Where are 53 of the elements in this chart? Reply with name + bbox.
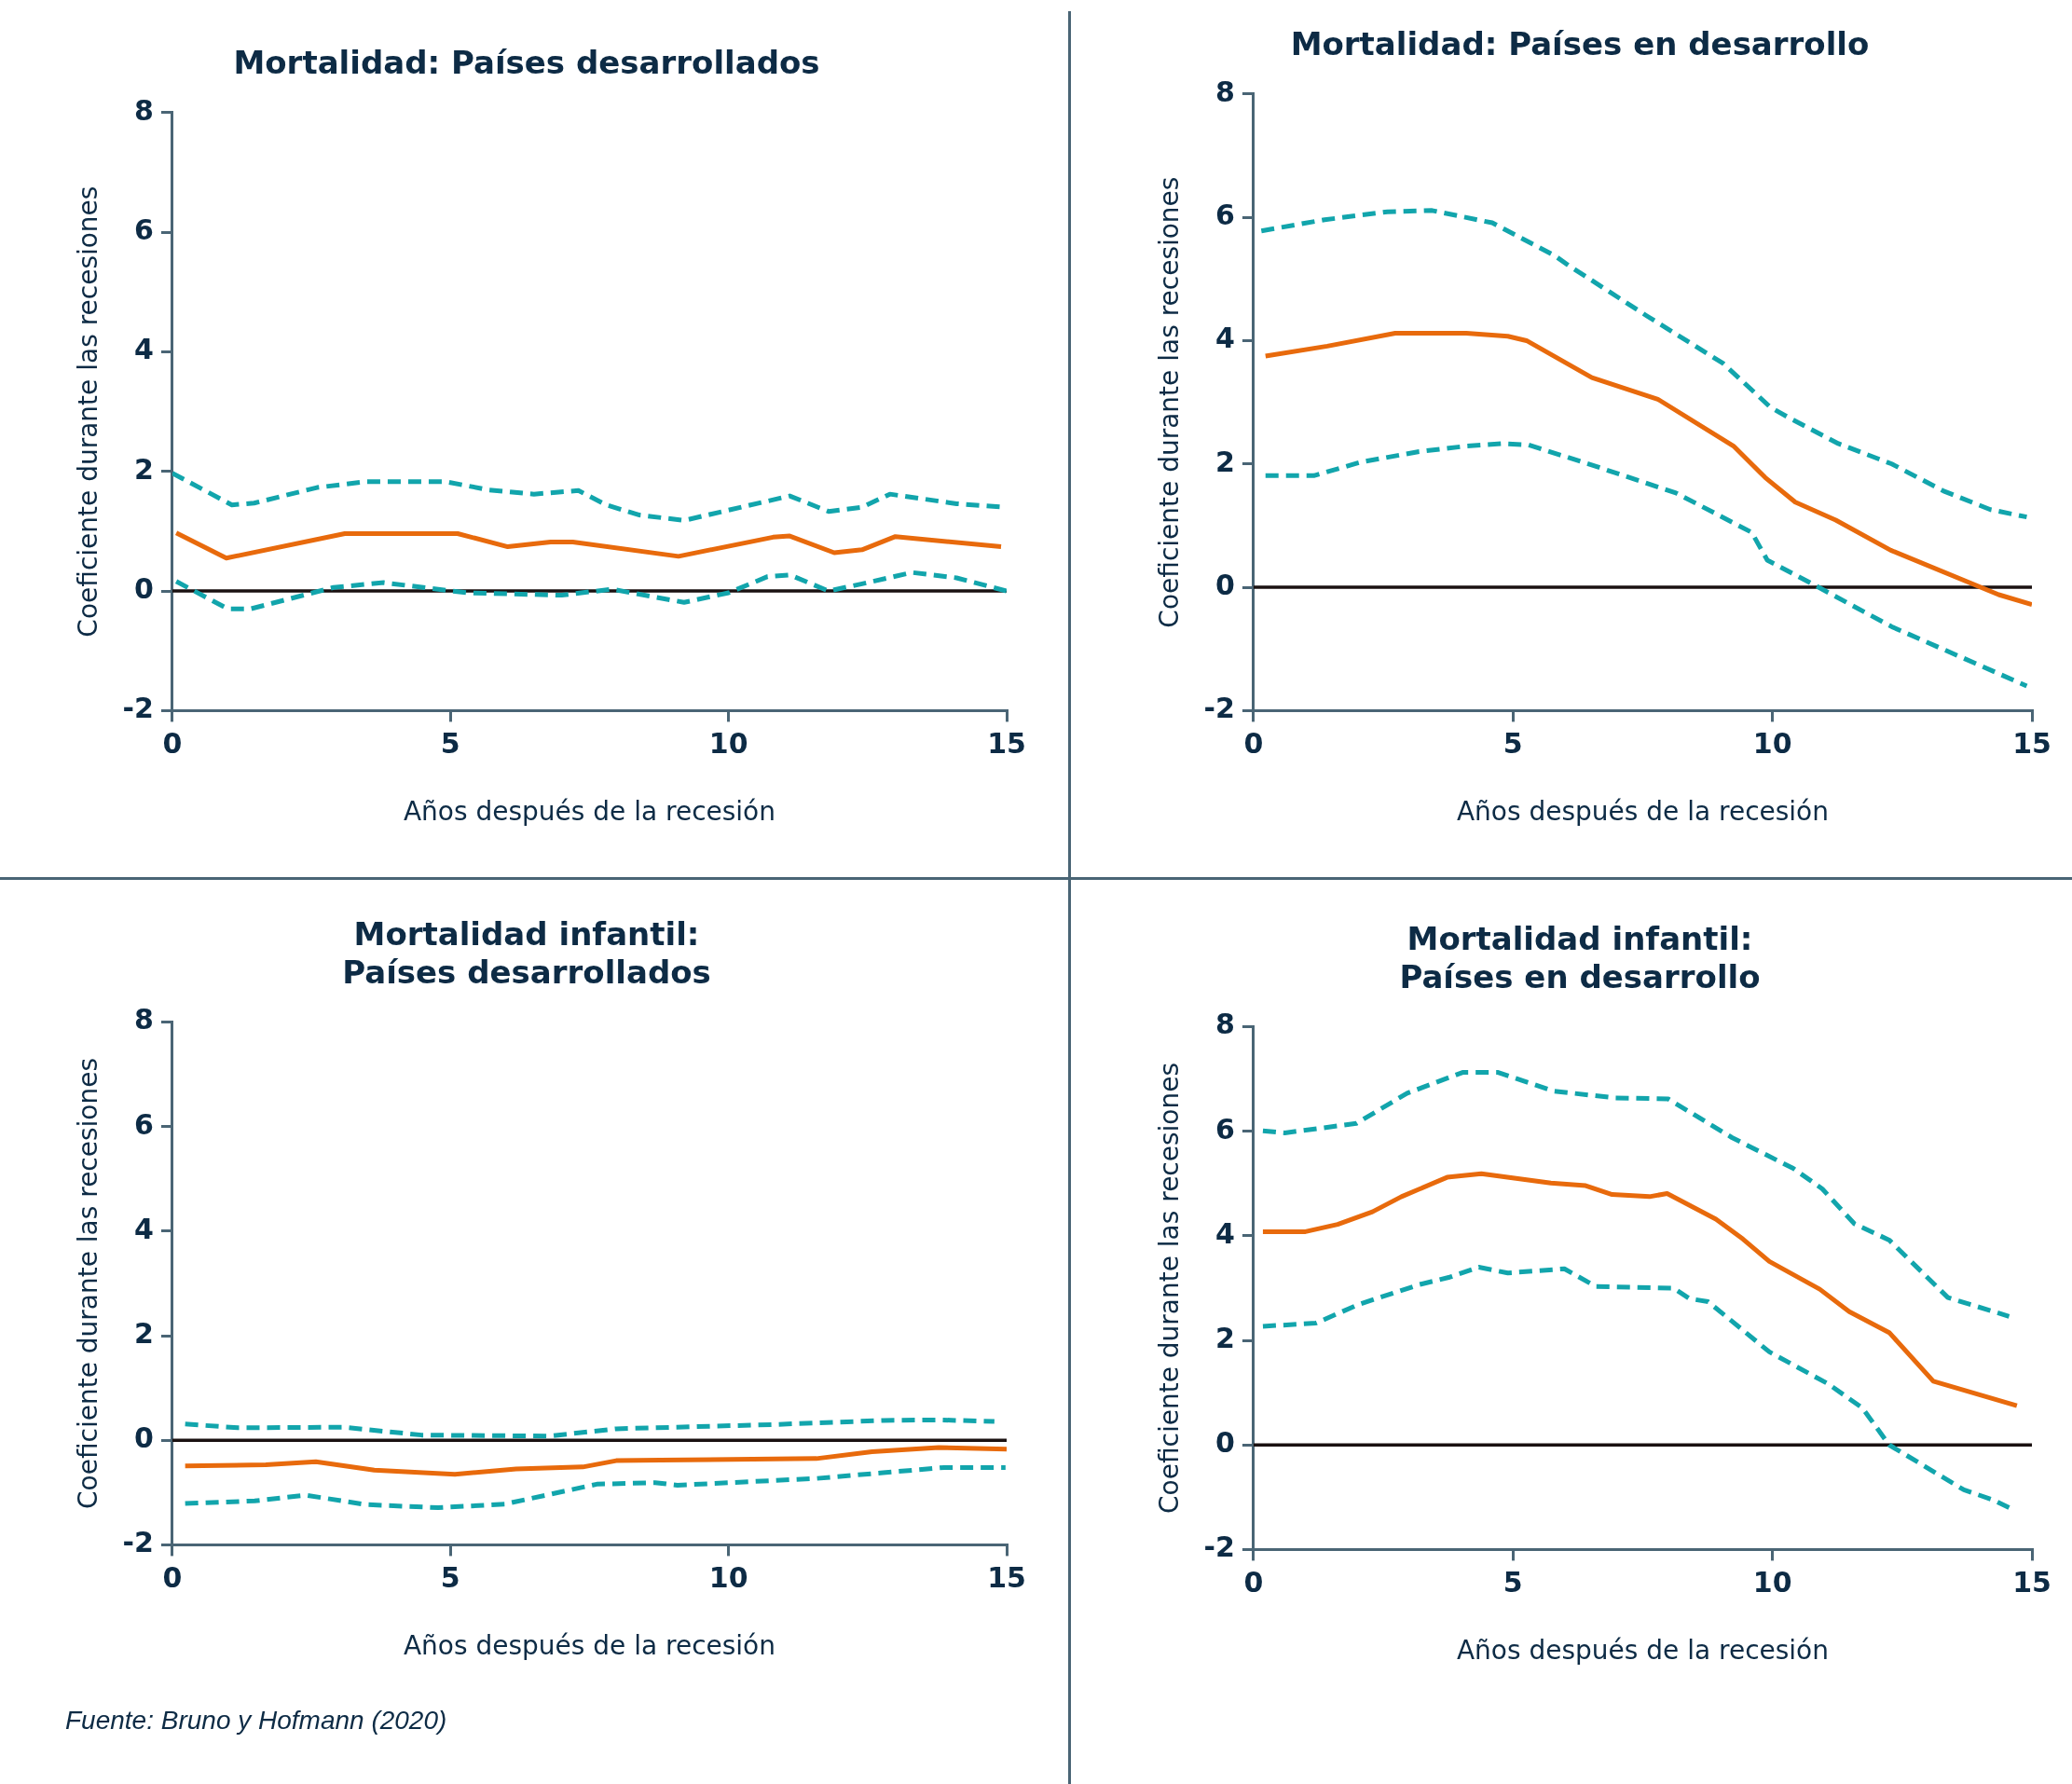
x-tick-label: 15 <box>2012 1566 2051 1599</box>
y-axis-title: Coeficiente durante las recesiones <box>73 185 104 638</box>
x-tick-label: 15 <box>987 1561 1026 1595</box>
y-axis-title: Coeficiente durante las recesiones <box>1154 176 1186 628</box>
x-tick-label: 15 <box>2012 727 2051 761</box>
y-tick-label: 6 <box>134 1107 154 1141</box>
x-tick-label: 5 <box>1503 727 1523 761</box>
y-tick-label: -2 <box>122 1526 154 1559</box>
y-tick-label: -2 <box>1203 1530 1235 1564</box>
chart-title: Mortalidad infantil: Países desarrollados <box>342 915 711 992</box>
y-tick-label: 0 <box>134 1421 154 1455</box>
x-tick-label: 10 <box>708 727 748 761</box>
y-tick-label: 0 <box>1215 568 1235 601</box>
x-axis-title: Años después de la recesión <box>1456 1635 1829 1667</box>
x-tick-label: 10 <box>1752 727 1792 761</box>
x-tick-label: 5 <box>440 1561 460 1595</box>
x-tick-label: 0 <box>1243 1566 1264 1599</box>
y-axis-title: Coeficiente durante las recesiones <box>1154 1062 1186 1515</box>
y-tick-label: 8 <box>134 1003 154 1036</box>
y-tick-label: 6 <box>134 213 154 246</box>
x-axis-title: Años después de la recesión <box>403 1630 775 1662</box>
y-axis-title: Coeficiente durante las recesiones <box>73 1057 104 1510</box>
x-tick-label: 5 <box>1503 1566 1523 1599</box>
y-tick-label: 2 <box>134 1316 154 1350</box>
y-tick-label: 0 <box>1215 1426 1235 1460</box>
y-tick-label: 0 <box>134 571 154 605</box>
y-tick-label: 6 <box>1215 198 1235 231</box>
x-axis-title: Años después de la recesión <box>403 796 775 828</box>
x-tick-label: 10 <box>708 1561 748 1595</box>
x-tick-label: 0 <box>162 1561 183 1595</box>
x-tick-label: 5 <box>440 727 460 761</box>
source-note: Fuente: Bruno y Hofmann (2020) <box>65 1706 447 1736</box>
y-tick-label: -2 <box>1203 692 1235 725</box>
x-axis-title: Años después de la recesión <box>1456 796 1829 828</box>
x-tick-label: 0 <box>1243 727 1264 761</box>
y-tick-label: 2 <box>1215 445 1235 478</box>
x-tick-label: 0 <box>162 727 183 761</box>
y-tick-label: 8 <box>1215 1008 1235 1041</box>
chart-title: Mortalidad: Países en desarrollo <box>1290 25 1870 63</box>
y-tick-label: 6 <box>1215 1112 1235 1146</box>
y-tick-label: 8 <box>1215 75 1235 108</box>
y-tick-label: 4 <box>1215 322 1235 355</box>
chart-title: Mortalidad infantil: Países en desarrollo <box>1399 920 1761 996</box>
y-tick-label: 4 <box>134 1212 154 1245</box>
y-tick-label: 4 <box>1215 1216 1235 1250</box>
y-tick-label: 2 <box>134 452 154 486</box>
y-tick-label: -2 <box>122 692 154 725</box>
y-tick-label: 4 <box>134 333 154 366</box>
chart-title: Mortalidad: Países desarrollados <box>233 44 820 82</box>
y-tick-label: 8 <box>134 93 154 127</box>
x-tick-label: 10 <box>1752 1566 1792 1599</box>
x-tick-label: 15 <box>987 727 1026 761</box>
y-tick-label: 2 <box>1215 1321 1235 1354</box>
